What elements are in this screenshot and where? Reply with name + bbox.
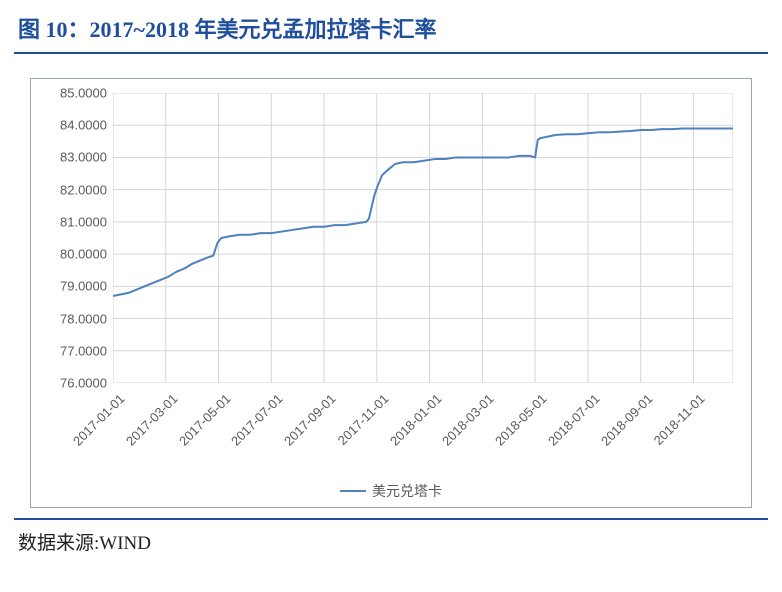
y-tick-label: 83.0000	[47, 150, 107, 165]
y-tick-label: 79.0000	[47, 279, 107, 294]
source-line: 数据来源:WIND	[0, 520, 782, 555]
y-tick-label: 81.0000	[47, 214, 107, 229]
y-tick-label: 80.0000	[47, 247, 107, 262]
y-tick-label: 77.0000	[47, 343, 107, 358]
y-tick-label: 78.0000	[47, 311, 107, 326]
y-tick-label: 82.0000	[47, 182, 107, 197]
legend-swatch	[340, 490, 366, 492]
figure-title: 图 10：2017~2018 年美元兑孟加拉塔卡汇率	[18, 17, 436, 42]
plot-area	[113, 93, 733, 383]
series-line	[113, 128, 733, 296]
y-tick-label: 85.0000	[47, 86, 107, 101]
chart-legend: 美元兑塔卡	[31, 481, 751, 501]
legend-label: 美元兑塔卡	[372, 481, 442, 501]
chart-container: 美元兑塔卡 76.0000 77.0000 78.0000 79.0000 80.000…	[0, 54, 782, 518]
y-tick-label: 76.0000	[47, 376, 107, 391]
figure-title-bar: 图 10：2017~2018 年美元兑孟加拉塔卡汇率	[0, 0, 782, 52]
y-tick-label: 84.0000	[47, 118, 107, 133]
chart-frame: 美元兑塔卡 76.0000 77.0000 78.0000 79.0000 80.000…	[30, 78, 752, 508]
